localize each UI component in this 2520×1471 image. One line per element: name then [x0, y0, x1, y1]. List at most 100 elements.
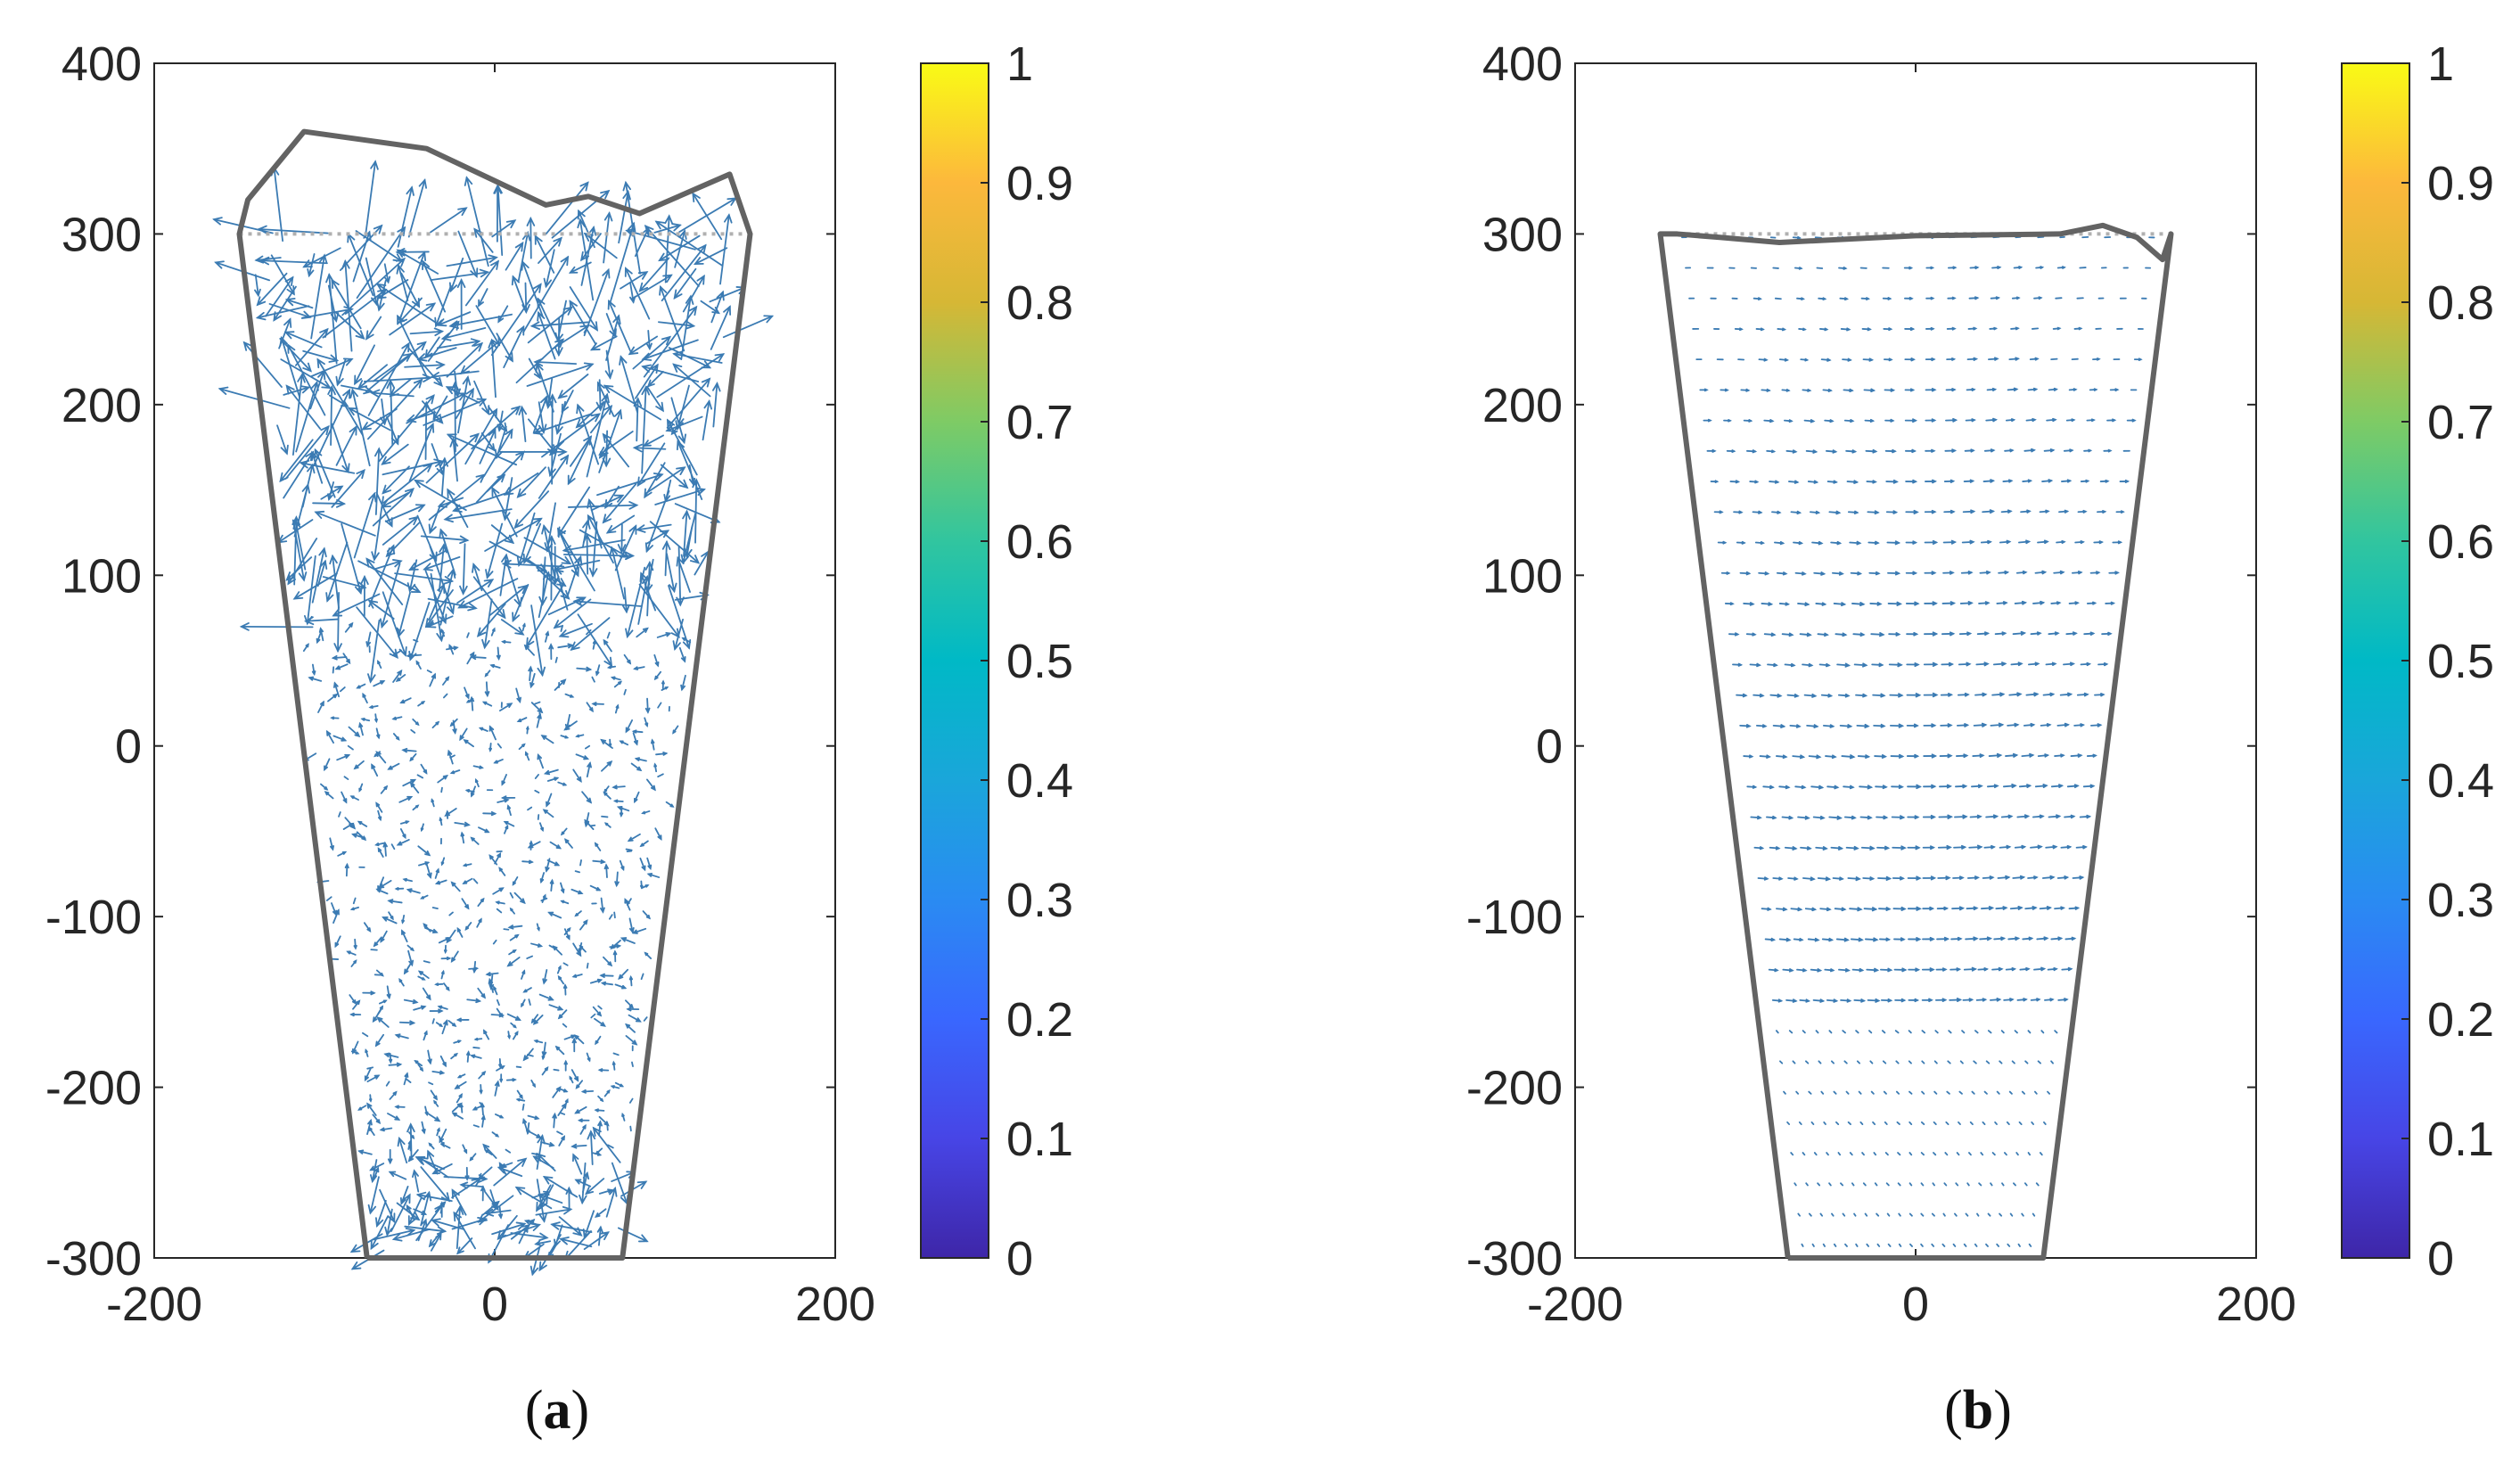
vector-arrow	[639, 840, 649, 848]
arrow-head	[553, 236, 562, 247]
arrow-shaft	[545, 249, 555, 288]
arrow-shaft	[548, 1004, 563, 1011]
arrow-head	[582, 519, 591, 530]
vector-arrow	[2105, 601, 2116, 605]
vector-arrow	[431, 720, 440, 729]
vector-arrow	[352, 897, 357, 905]
arrow-head	[514, 933, 520, 939]
arrow-head	[368, 1098, 373, 1103]
arrow-head	[532, 1083, 536, 1089]
arrow-head	[401, 747, 408, 753]
arrow-head	[459, 365, 470, 375]
arrow-shaft	[1851, 1182, 1855, 1187]
arrow-shaft	[366, 1074, 380, 1083]
arrow-head	[1735, 480, 1741, 484]
arrow-head	[1899, 875, 1906, 881]
arrow-head	[533, 1039, 538, 1043]
vector-arrow	[1961, 539, 1975, 545]
sample-outline	[236, 128, 753, 1261]
arrow-shaft	[694, 247, 728, 265]
vector-arrow	[349, 1012, 362, 1017]
arrow-shaft	[540, 1141, 554, 1146]
arrow-shaft	[1966, 1182, 1970, 1187]
vector-arrow	[611, 1162, 629, 1205]
vector-arrow	[579, 529, 630, 558]
arrow-shaft	[1976, 1212, 1980, 1217]
vector-arrow	[1880, 998, 1893, 1003]
arrow-head	[394, 1105, 399, 1109]
vector-arrow	[430, 268, 490, 282]
arrow-head	[513, 1024, 517, 1029]
arrow-head	[628, 501, 639, 510]
vector-arrow	[336, 753, 351, 761]
vector-arrow	[710, 305, 732, 350]
arrow-shaft	[308, 253, 316, 277]
arrow-head	[423, 1030, 428, 1036]
arrow-head	[382, 916, 389, 922]
arrow-head	[615, 703, 620, 709]
vector-arrow	[2027, 875, 2039, 880]
arrow-head	[523, 1220, 530, 1224]
arrow-head	[476, 627, 487, 637]
vector-arrow	[513, 892, 526, 905]
arrow-head	[422, 259, 431, 271]
arrow-shaft	[513, 490, 550, 529]
vector-arrow	[495, 900, 505, 905]
arrow-shaft	[549, 841, 562, 850]
vector-arrow	[299, 460, 356, 474]
vector-arrow	[1877, 875, 1892, 882]
arrow-shaft	[454, 382, 456, 453]
vector-arrow	[1831, 571, 1844, 576]
arrow-head	[2089, 631, 2096, 636]
vector-arrow	[560, 882, 565, 894]
vector-arrow	[1905, 509, 1919, 514]
arrow-head	[366, 1102, 373, 1109]
vector-arrow	[2112, 540, 2123, 545]
vector-arrow	[1810, 785, 1825, 790]
vector-arrow	[644, 466, 686, 495]
vector-arrow	[332, 735, 348, 742]
vector-arrow	[472, 878, 479, 884]
arrow-shaft	[624, 267, 651, 320]
arrow-head	[394, 1115, 401, 1121]
vector-arrow	[480, 1114, 486, 1128]
arrow-shaft	[541, 556, 546, 605]
vector-arrow	[434, 879, 447, 885]
arrow-head	[603, 1121, 610, 1127]
vector-arrow	[382, 591, 407, 657]
arrow-head	[436, 465, 445, 477]
arrow-shaft	[457, 376, 469, 434]
arrow-shaft	[1968, 1152, 1972, 1156]
arrow-head	[433, 414, 444, 424]
arrow-shaft	[712, 382, 718, 428]
vector-arrow	[2012, 875, 2026, 880]
arrow-shaft	[365, 257, 378, 306]
arrow-shaft	[409, 602, 431, 661]
arrow-head	[425, 994, 431, 1001]
vector-arrow	[1966, 906, 1979, 911]
arrow-shaft	[422, 260, 447, 313]
vector-arrow	[2009, 1212, 2014, 1217]
arrow-head	[1931, 571, 1937, 575]
vector-arrow	[589, 978, 603, 984]
vector-arrow	[629, 1125, 632, 1132]
arrow-head	[488, 254, 498, 263]
vector-arrow	[1799, 632, 1812, 637]
arrow-head	[373, 224, 383, 234]
vector-arrow	[303, 555, 316, 626]
arrow-head	[1769, 785, 1775, 790]
vector-arrow	[349, 795, 360, 801]
arrow-head	[1836, 540, 1843, 546]
arrow-head	[364, 1075, 369, 1082]
arrow-head	[349, 424, 357, 436]
vector-arrow	[1933, 1121, 1937, 1125]
arrow-shaft	[402, 778, 416, 787]
arrow-head	[561, 1135, 566, 1141]
arrow-head	[352, 1048, 357, 1055]
vector-arrow	[668, 585, 692, 650]
arrow-head	[455, 1204, 464, 1215]
arrow-head	[1819, 998, 1826, 1003]
arrow-shaft	[587, 498, 603, 549]
vector-arrow	[530, 942, 544, 948]
arrow-shaft	[365, 160, 376, 234]
